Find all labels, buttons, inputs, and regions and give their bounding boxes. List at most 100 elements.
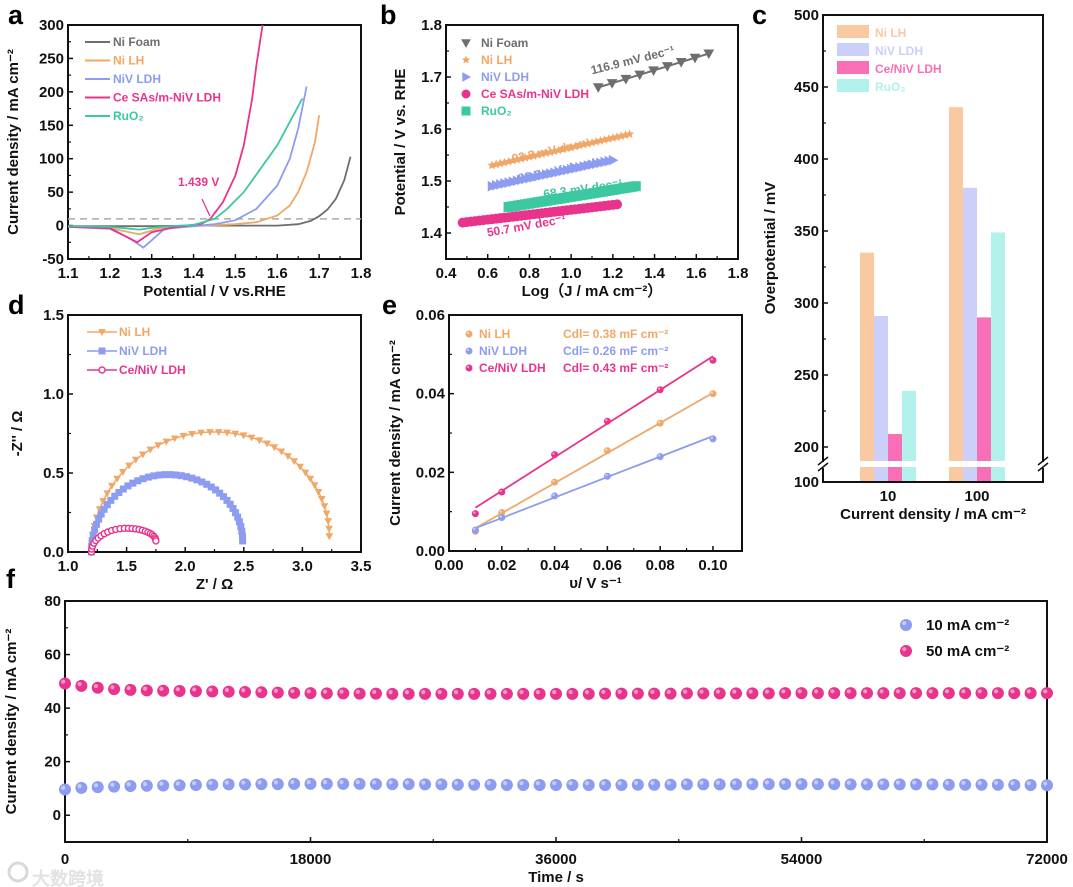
- data-point-10-ma-cm-: [926, 778, 939, 791]
- bar-stub-ni-lh-10: [860, 467, 874, 481]
- data-point-50-ma-cm--highlight: [388, 690, 393, 695]
- data-point-10-ma-cm--highlight: [175, 781, 180, 786]
- legend-marker-body: [900, 645, 912, 657]
- data-point-50-ma-cm--body: [795, 687, 808, 700]
- x-tick-label: 10: [880, 488, 897, 505]
- x-tick-label: 0.06: [593, 557, 622, 574]
- data-point-50-ma-cm--highlight: [568, 690, 573, 695]
- data-point-10-ma-cm-: [566, 778, 579, 791]
- data-point-50-ma-cm-: [320, 687, 333, 700]
- data-point-10-ma-cm-: [697, 778, 710, 791]
- data-point-ni-lh: [317, 496, 326, 503]
- data-point-50-ma-cm--body: [730, 687, 743, 700]
- data-point-10-ma-cm-: [451, 778, 464, 791]
- y-tick-label: 150: [39, 117, 64, 134]
- data-point-50-ma-cm--body: [631, 687, 644, 700]
- data-point-niv-ldh-highlight: [552, 493, 555, 497]
- y-axis-label: Current density / mA cm⁻²: [5, 49, 22, 235]
- data-point-50-ma-cm-: [500, 687, 513, 700]
- plot-frame: [64, 600, 1048, 843]
- data-point-50-ma-cm--body: [173, 684, 186, 697]
- x-tick-label: 100: [964, 488, 989, 505]
- x-tick-label: 1.6: [267, 265, 288, 282]
- data-point-ce-niv-ldh-highlight: [710, 357, 714, 361]
- data-point-50-ma-cm--highlight: [912, 689, 917, 694]
- data-point-50-ma-cm-: [189, 685, 202, 698]
- data-point-50-ma-cm-: [140, 684, 153, 697]
- data-point-ce-niv-ldh-body: [471, 510, 479, 518]
- legend-label: Ni LH: [481, 53, 512, 67]
- x-axis-label: Log（J / mA cm⁻²）: [522, 282, 663, 300]
- panel-letter-f: f: [6, 564, 16, 594]
- data-point-50-ma-cm-: [157, 684, 170, 697]
- axis-break-mark: [817, 456, 829, 472]
- x-tick-label: 0.08: [646, 557, 675, 574]
- data-point-10-ma-cm-: [680, 778, 693, 791]
- y-tick-label: 100: [39, 151, 64, 168]
- legend-label: 10 mA cm⁻²: [926, 617, 1009, 634]
- x-tick-label: 1.0: [58, 558, 79, 575]
- data-point-10-ma-cm-: [304, 777, 317, 790]
- data-point-10-ma-cm--body: [779, 778, 792, 791]
- data-point-10-ma-cm-: [468, 778, 481, 791]
- data-point-10-ma-cm--highlight: [306, 779, 311, 785]
- data-point-niv-ldh: [239, 537, 247, 545]
- data-point-ni-lh: [154, 442, 163, 450]
- watermark-text: 大数跨境: [32, 868, 104, 887]
- data-point-ni-lh-body: [551, 478, 559, 486]
- data-point-10-ma-cm--highlight: [732, 780, 737, 785]
- data-point-10-ma-cm-: [959, 778, 972, 791]
- data-point-10-ma-cm-: [877, 778, 890, 791]
- data-point-ni-foam: [606, 79, 618, 89]
- fit-line-niv-ldh: [475, 435, 714, 530]
- data-point-10-ma-cm--highlight: [388, 780, 393, 785]
- data-point-50-ma-cm--body: [975, 687, 988, 700]
- data-point-10-ma-cm--body: [599, 778, 612, 791]
- data-point-10-ma-cm--body: [386, 778, 399, 791]
- data-point-50-ma-cm--highlight: [519, 690, 524, 695]
- data-point-10-ma-cm--body: [189, 778, 202, 791]
- data-point-ni-lh: [296, 463, 304, 471]
- data-point-50-ma-cm-: [959, 687, 972, 700]
- y-tick-label: 1.6: [421, 121, 442, 138]
- data-point-ni-lh: [325, 533, 334, 541]
- data-point-10-ma-cm--highlight: [977, 780, 982, 785]
- data-point-niv-ldh-highlight: [473, 527, 476, 531]
- data-point-50-ma-cm--body: [435, 687, 448, 700]
- data-point-50-ma-cm--body: [91, 681, 104, 694]
- data-point-10-ma-cm--highlight: [273, 780, 279, 785]
- data-point-ruo-: [630, 181, 641, 192]
- data-point-10-ma-cm--highlight: [208, 780, 213, 785]
- data-point-50-ma-cm-: [255, 686, 268, 699]
- data-point-50-ma-cm--body: [189, 685, 202, 698]
- data-point-ce-niv-ldh: [471, 510, 479, 518]
- legend-marker: [461, 89, 471, 99]
- legend-label: Ce SAs/m-NiV LDH: [113, 91, 221, 105]
- data-point-10-ma-cm--highlight: [879, 780, 884, 785]
- legend-swatch: [837, 25, 869, 38]
- data-point-10-ma-cm--body: [500, 778, 513, 791]
- legend-swatch: [837, 43, 869, 56]
- data-point-10-ma-cm--body: [304, 777, 317, 790]
- data-point-10-ma-cm-: [140, 779, 153, 792]
- data-point-50-ma-cm--body: [451, 687, 464, 700]
- x-tick-label: 0.10: [698, 557, 727, 574]
- data-point-10-ma-cm-: [648, 778, 661, 791]
- data-point-50-ma-cm--highlight: [306, 689, 311, 694]
- data-point-ni-foam: [703, 49, 715, 60]
- data-point-10-ma-cm--highlight: [961, 780, 966, 785]
- data-point-10-ma-cm-: [730, 778, 743, 791]
- data-point-50-ma-cm--highlight: [1043, 689, 1048, 694]
- legend-label: NiV LDH: [479, 344, 527, 358]
- data-point-10-ma-cm--body: [713, 778, 726, 791]
- data-point-50-ma-cm-: [599, 687, 612, 700]
- panel-f: 0 18000 36000 54000 72000 0 20 40 60 80 Time / s Cu…: [3, 593, 1068, 886]
- data-point-10-ma-cm--body: [893, 778, 906, 791]
- data-point-50-ma-cm--highlight: [764, 689, 770, 694]
- data-point-10-ma-cm-: [844, 778, 857, 791]
- bar-stub-ce-niv-ldh-100: [977, 467, 991, 481]
- cdl-label: Cdl= 0.26 mF cm⁻²: [563, 344, 668, 358]
- data-point-niv-ldh-highlight: [499, 515, 502, 518]
- cdl-label: Cdl= 0.43 mF cm⁻²: [563, 361, 668, 375]
- bar-niv-ldh-100: [963, 187, 977, 462]
